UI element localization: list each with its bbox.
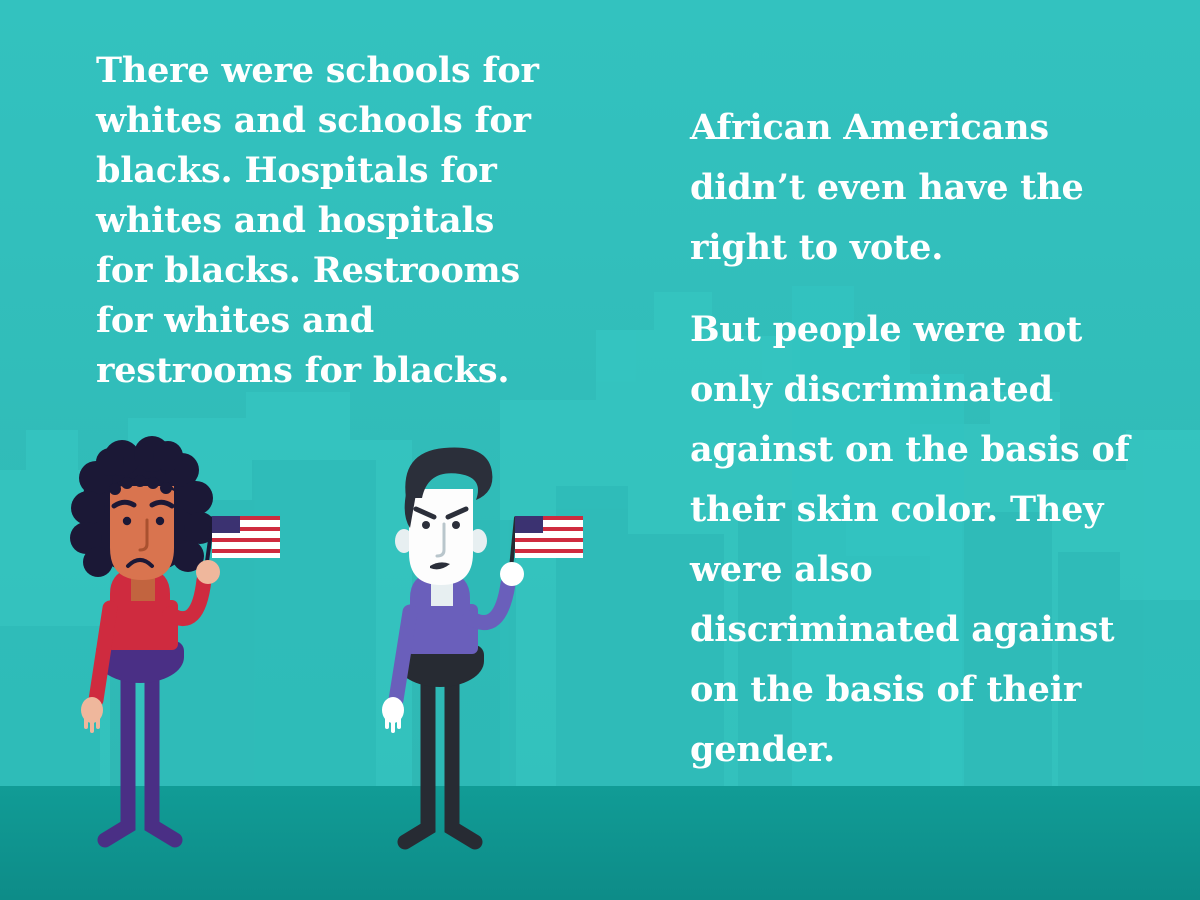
left-paragraph: There were schools for whites and school… <box>96 50 539 391</box>
right-text-column: African Americans didn’t even have the r… <box>690 98 1135 802</box>
hips-right-figure <box>396 645 484 687</box>
eyebrow-left <box>111 499 137 509</box>
hair-right-figure <box>405 447 493 500</box>
american-flag-left <box>212 516 280 558</box>
ground <box>0 786 1200 900</box>
eyebrow-right-right-figure <box>445 506 469 520</box>
mouth-frown <box>126 558 154 568</box>
arm-up-left-figure <box>162 572 212 627</box>
eye-right-right-figure <box>452 521 460 529</box>
legs-right-figure <box>397 660 483 850</box>
arm-down-left-figure <box>88 600 118 708</box>
eye-left-right-figure <box>422 521 430 529</box>
hand-grip-right-figure <box>500 562 524 586</box>
right-paragraph-2: But people were not only discriminated a… <box>690 309 1130 770</box>
hair-fringe-bumps <box>109 475 172 495</box>
eyebrow-right <box>149 499 175 509</box>
arm-down-right-figure <box>388 604 418 708</box>
hand-down-left-figure <box>81 697 103 733</box>
sweater-shoulders-right-figure <box>410 572 470 652</box>
hand-grip-left-figure <box>196 560 220 584</box>
afro-hair-texture <box>70 436 216 577</box>
arm-up-right-figure <box>462 576 516 631</box>
legs-left-figure <box>97 652 183 848</box>
ear-left-right-figure <box>395 529 413 553</box>
face-right-figure <box>409 489 473 585</box>
sweater-body-left-figure <box>106 600 178 650</box>
eye-left <box>122 516 132 526</box>
ear-right-right-figure <box>469 529 487 553</box>
neck-right-figure <box>431 578 453 606</box>
eye-right <box>155 516 165 526</box>
skyline-landmark-tower <box>792 286 964 790</box>
face-left-figure <box>110 486 174 580</box>
hand-down-right-figure <box>382 697 404 733</box>
american-flag-right <box>515 516 583 558</box>
left-text-column: There were schools for whites and school… <box>96 46 546 396</box>
right-paragraph-1: African Americans didn’t even have the r… <box>690 107 1084 268</box>
nose-left-figure <box>138 518 149 552</box>
mouth-scowl-right-figure <box>430 562 450 570</box>
eyebrow-left-right-figure <box>413 506 437 520</box>
hair-sideburn-right-figure <box>404 494 416 528</box>
nose-right-figure <box>435 522 446 558</box>
hips-left-figure <box>96 641 184 683</box>
